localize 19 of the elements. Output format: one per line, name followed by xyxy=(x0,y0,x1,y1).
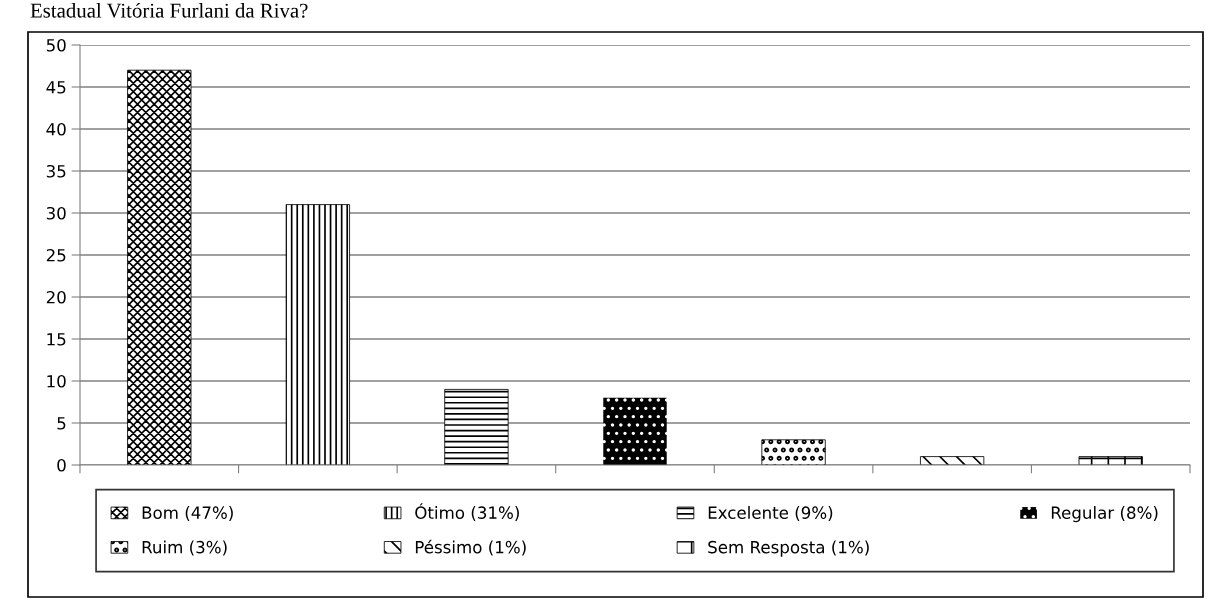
y-tick-label: 10 xyxy=(47,374,66,388)
y-tick-label: 35 xyxy=(46,164,66,178)
legend-label: Péssimo (1%) xyxy=(415,539,526,556)
y-tick-label: 20 xyxy=(46,290,66,304)
y-tick-label: 40 xyxy=(46,122,66,136)
y-tick-label: 25 xyxy=(46,248,66,262)
legend-label: Bom (47%) xyxy=(142,506,233,521)
legend-label: Regular (8%) xyxy=(1051,506,1158,523)
legend-label: Ruim (3%) xyxy=(142,540,227,556)
y-tick-label: 15 xyxy=(47,333,66,346)
y-tick-label: 50 xyxy=(46,38,66,52)
y-tick-label: 45 xyxy=(46,81,66,94)
y-tick-label: 5 xyxy=(57,417,66,430)
chart-title: Estadual Vitória Furlani da Riva? xyxy=(30,2,308,18)
legend-label: Ótimo (31%) xyxy=(415,503,519,521)
legend-label: Excelente (9%) xyxy=(708,506,833,521)
y-tick-label: 0 xyxy=(57,458,66,472)
legend-label: Sem Resposta (1%) xyxy=(708,540,869,557)
y-tick-label: 30 xyxy=(46,206,66,220)
